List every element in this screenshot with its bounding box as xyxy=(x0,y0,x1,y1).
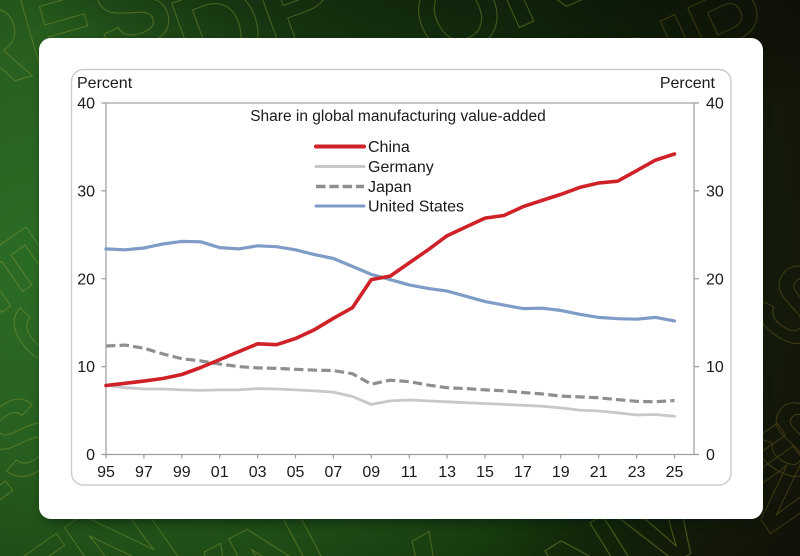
svg-text:China: China xyxy=(368,139,410,156)
svg-text:Share in global manufacturing: Share in global manufacturing value-adde… xyxy=(250,108,546,125)
svg-text:21: 21 xyxy=(590,464,608,481)
svg-text:19: 19 xyxy=(552,464,570,481)
svg-text:10: 10 xyxy=(77,359,95,376)
svg-text:05: 05 xyxy=(287,464,305,481)
svg-text:Percent: Percent xyxy=(77,75,133,92)
svg-text:0: 0 xyxy=(706,447,715,464)
svg-text:03: 03 xyxy=(249,464,267,481)
svg-text:40: 40 xyxy=(706,96,724,113)
svg-text:13: 13 xyxy=(438,464,456,481)
svg-text:Germany: Germany xyxy=(368,159,434,176)
svg-text:30: 30 xyxy=(706,183,724,200)
svg-text:40: 40 xyxy=(77,96,95,113)
svg-text:07: 07 xyxy=(325,464,343,481)
svg-text:United States: United States xyxy=(368,199,464,216)
svg-text:Japan: Japan xyxy=(368,179,412,196)
svg-text:11: 11 xyxy=(401,464,418,481)
svg-text:30: 30 xyxy=(77,183,95,200)
svg-text:0: 0 xyxy=(86,447,95,464)
svg-text:15: 15 xyxy=(476,464,494,481)
svg-text:20: 20 xyxy=(706,271,724,288)
svg-text:10: 10 xyxy=(706,359,724,376)
svg-text:Percent: Percent xyxy=(660,75,716,92)
svg-text:17: 17 xyxy=(514,464,532,481)
svg-text:09: 09 xyxy=(362,464,380,481)
svg-text:01: 01 xyxy=(211,464,229,481)
svg-text:23: 23 xyxy=(628,464,646,481)
svg-text:99: 99 xyxy=(173,464,191,481)
svg-text:25: 25 xyxy=(666,464,684,481)
svg-text:95: 95 xyxy=(97,464,115,481)
svg-text:97: 97 xyxy=(135,464,153,481)
svg-text:20: 20 xyxy=(77,271,95,288)
